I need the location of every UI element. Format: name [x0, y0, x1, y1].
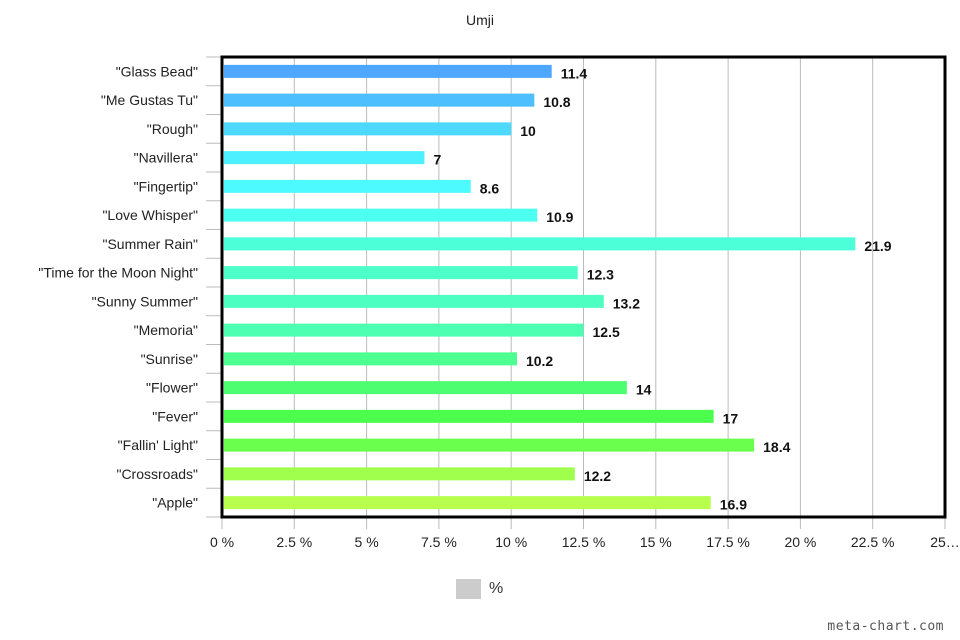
x-tick-label: 22.5 %	[851, 534, 895, 550]
data-label: 21.9	[864, 238, 891, 254]
data-label: 18.4	[763, 439, 790, 455]
data-label: 13.2	[613, 295, 640, 311]
data-label: 10.9	[546, 209, 573, 225]
category-label: "Navillera"	[134, 150, 198, 166]
category-label: "Sunrise"	[141, 351, 198, 367]
bar[interactable]	[224, 352, 517, 366]
category-label: "Memoria"	[134, 322, 198, 338]
category-label: "Time for the Moon Night"	[38, 265, 198, 281]
data-label: 10.2	[526, 353, 553, 369]
legend: %	[456, 579, 503, 599]
data-label: 12.2	[584, 468, 611, 484]
legend-swatch	[456, 579, 481, 599]
data-label: 16.9	[720, 497, 747, 513]
bars	[224, 64, 856, 510]
x-tick-label: 0 %	[210, 534, 234, 550]
bar[interactable]	[224, 93, 535, 107]
x-tick-label: 20 %	[784, 534, 816, 550]
x-tick-label: 17.5 %	[706, 534, 750, 550]
bar[interactable]	[224, 266, 578, 280]
x-tick-label: 10 %	[495, 534, 527, 550]
x-tick-label: 2.5 %	[276, 534, 312, 550]
data-label: 10.8	[543, 94, 570, 110]
bar[interactable]	[224, 467, 575, 481]
category-label: "Fingertip"	[134, 178, 198, 194]
x-tick-label: 25…	[930, 534, 960, 550]
x-tick-label: 5 %	[355, 534, 379, 550]
x-tick-label: 15 %	[640, 534, 672, 550]
bar[interactable]	[224, 122, 512, 136]
bar[interactable]	[224, 381, 627, 395]
labels: 0 % 2.5 % 5 % 7.5 % 10 % 12.5 % 15 % 17.5 % 20 %…	[38, 63, 959, 550]
category-label: "Crossroads"	[116, 466, 198, 482]
x-tick-label: 7.5 %	[421, 534, 457, 550]
bar[interactable]	[224, 237, 856, 251]
data-label: 12.3	[587, 267, 614, 283]
category-label: "Apple"	[152, 495, 198, 511]
chart-title: Umji	[466, 12, 494, 28]
bar[interactable]	[224, 208, 538, 222]
data-label: 11.4	[561, 65, 588, 81]
category-label: "Summer Rain"	[102, 236, 198, 252]
bar[interactable]	[224, 496, 711, 510]
x-tick-label: 12.5 %	[562, 534, 606, 550]
legend-label: %	[489, 580, 504, 597]
category-label: "Fever"	[152, 408, 198, 424]
data-label: 7	[433, 152, 441, 168]
data-label: 8.6	[480, 180, 500, 196]
bar[interactable]	[224, 179, 471, 193]
category-label: "Rough"	[147, 121, 198, 137]
bar[interactable]	[224, 294, 604, 308]
data-label: 14	[636, 382, 652, 398]
plot-frame	[220, 55, 947, 519]
category-label: "Sunny Summer"	[92, 293, 198, 309]
category-label: "Me Gustas Tu"	[101, 92, 198, 108]
bar[interactable]	[224, 323, 584, 337]
data-label: 17	[723, 410, 739, 426]
bar[interactable]	[224, 409, 714, 423]
category-label: "Glass Bead"	[116, 63, 198, 79]
bar[interactable]	[224, 438, 755, 452]
category-label: "Fallin' Light"	[118, 437, 198, 453]
category-label: "Love Whisper"	[102, 207, 198, 223]
data-label: 10	[520, 123, 536, 139]
category-label: "Flower"	[146, 380, 198, 396]
watermark: meta-chart.com	[827, 619, 944, 634]
bar[interactable]	[224, 64, 552, 78]
bar[interactable]	[224, 151, 425, 165]
data-label: 12.5	[593, 324, 620, 340]
